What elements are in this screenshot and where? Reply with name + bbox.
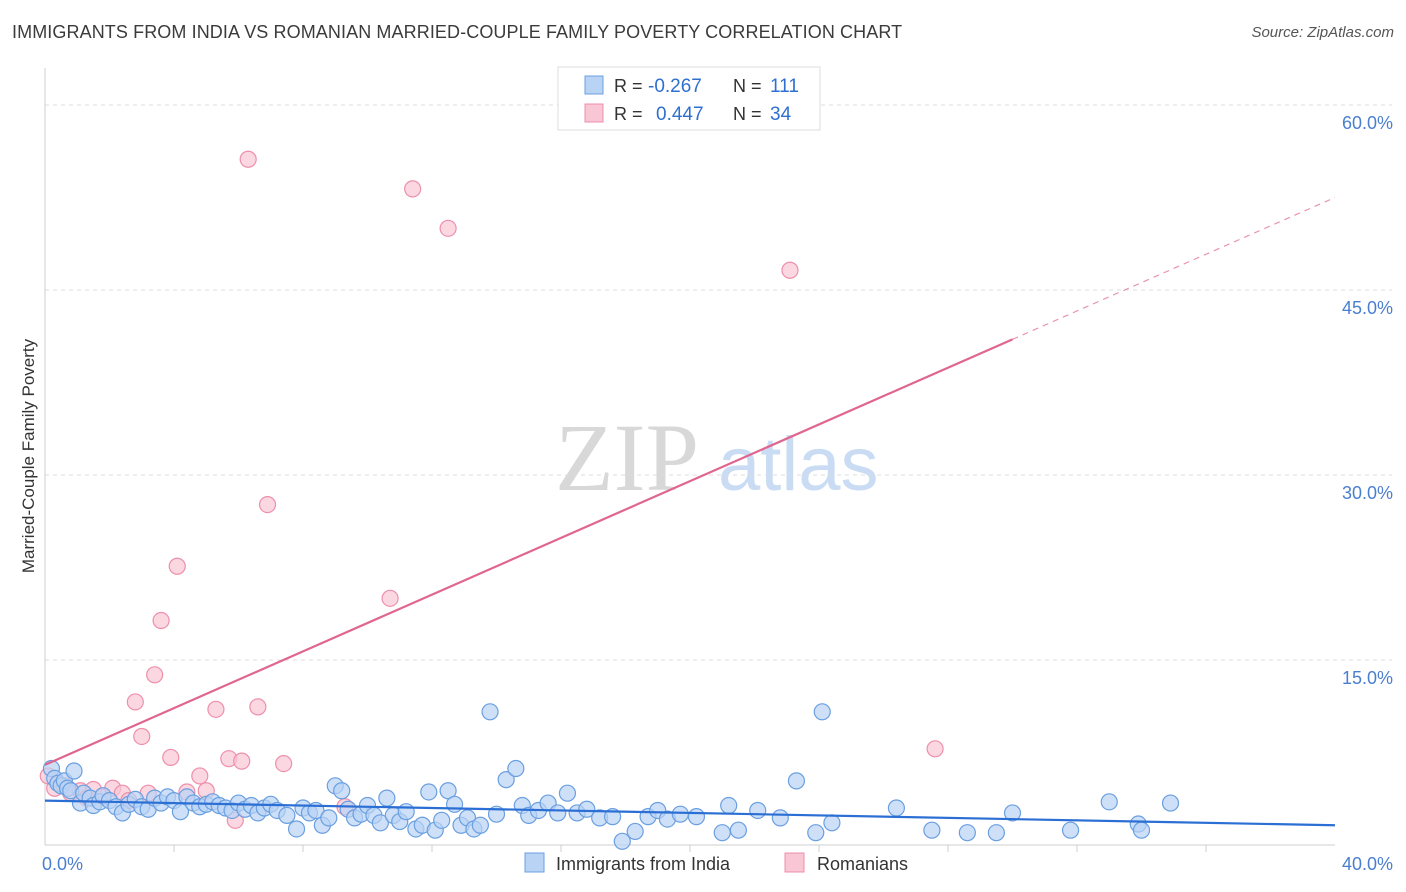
india-point xyxy=(578,800,596,818)
romanian-point xyxy=(239,150,257,168)
india-point xyxy=(65,762,83,780)
india-point xyxy=(823,814,841,832)
romanian-point xyxy=(233,752,251,770)
romanian-point xyxy=(162,748,180,767)
stats-n-value-romanians: 34 xyxy=(770,104,792,125)
romanian-point xyxy=(258,496,277,514)
chart-title: IMMIGRANTS FROM INDIA VS ROMANIAN MARRIE… xyxy=(12,22,903,42)
india-point xyxy=(549,804,567,822)
x-tick-label: 0.0% xyxy=(42,854,83,874)
india-point xyxy=(397,803,415,821)
india-point xyxy=(378,789,396,807)
india-point xyxy=(1161,794,1180,812)
romanian-point xyxy=(207,700,225,718)
stats-swatch-india xyxy=(584,75,604,95)
romanian-point xyxy=(126,693,144,711)
india-point xyxy=(958,824,976,842)
india-point xyxy=(1132,821,1151,839)
romanian-point xyxy=(249,698,267,716)
romanian-point xyxy=(133,727,151,746)
india-point xyxy=(445,795,464,813)
romanian-trend-line xyxy=(44,338,1013,766)
trend-lines xyxy=(44,196,1336,827)
y-tick-label: 60.0% xyxy=(1342,113,1393,133)
y-tick-labels: 15.0% 30.0% 45.0% 60.0% xyxy=(1342,113,1393,688)
india-point xyxy=(720,796,738,815)
india-point xyxy=(807,824,825,842)
y-tick-label: 15.0% xyxy=(1342,668,1393,688)
y-tick-label: 45.0% xyxy=(1342,298,1393,318)
stats-swatch-romanians xyxy=(584,103,604,123)
stats-legend: R = -0.267 N = 111 R = 0.447 N = 34 xyxy=(557,66,821,131)
india-point xyxy=(671,805,689,823)
india-point xyxy=(420,783,438,801)
india-point xyxy=(713,824,731,842)
india-point xyxy=(320,809,338,827)
india-point xyxy=(687,808,706,826)
x-tick-label: 40.0% xyxy=(1342,854,1393,874)
india-point xyxy=(278,806,296,825)
romanian-trend-extension xyxy=(1012,196,1336,340)
romanian-point xyxy=(152,611,170,630)
stats-r-label-india: R = xyxy=(614,76,643,96)
romanian-point xyxy=(781,261,799,279)
india-point xyxy=(507,759,525,778)
legend-swatch-india xyxy=(524,852,545,873)
india-point xyxy=(613,832,631,850)
india-point xyxy=(333,782,351,800)
india-trend-line xyxy=(44,799,1336,827)
india-point xyxy=(1003,804,1022,822)
india-point xyxy=(813,703,831,721)
india-point xyxy=(558,784,577,802)
romanian-point xyxy=(168,557,186,575)
stats-n-label-india: N = xyxy=(733,76,762,96)
grid xyxy=(45,104,1392,661)
legend-swatch-romanians xyxy=(784,852,805,873)
romanian-point xyxy=(439,219,457,237)
legend-label-romanians: Romanians xyxy=(817,854,908,874)
india-point xyxy=(729,821,747,839)
stats-n-value-india: 111 xyxy=(770,76,799,97)
india-point xyxy=(887,799,906,817)
india-point xyxy=(987,824,1005,842)
romanian-point xyxy=(146,666,164,684)
romanian-point xyxy=(926,740,944,758)
india-point xyxy=(787,772,806,790)
stats-n-label-romanians: N = xyxy=(733,104,762,124)
romanian-point xyxy=(275,754,293,773)
romanian-point xyxy=(381,589,399,607)
india-point xyxy=(497,771,515,789)
legend-label-india: Immigrants from India xyxy=(556,854,731,874)
x-tick-labels: 0.0% 40.0% xyxy=(42,854,1393,874)
india-point xyxy=(771,809,789,827)
y-axis-label: Married-Couple Family Poverty xyxy=(19,338,38,573)
india-point xyxy=(287,820,306,838)
watermark-zip: ZIP xyxy=(555,404,699,511)
x-minor-ticks xyxy=(173,845,1207,852)
india-point xyxy=(923,821,941,839)
india-point xyxy=(371,814,389,832)
watermark-atlas: atlas xyxy=(718,422,879,507)
romanian-point xyxy=(191,767,209,785)
india-points xyxy=(42,703,1180,850)
india-point xyxy=(749,801,767,820)
romanian-point xyxy=(404,180,422,198)
india-point xyxy=(433,811,451,829)
stats-r-value-romanians: 0.447 xyxy=(656,104,704,125)
source-credit: Source: ZipAtlas.com xyxy=(1251,24,1394,41)
stats-r-value-india: -0.267 xyxy=(648,76,702,97)
y-tick-label: 30.0% xyxy=(1342,483,1393,503)
india-point xyxy=(471,816,489,834)
india-point xyxy=(1061,821,1080,839)
stats-r-label-romanians: R = xyxy=(614,104,643,124)
india-point xyxy=(626,822,644,841)
series-legend: Immigrants from India Romanians xyxy=(524,852,908,874)
india-point xyxy=(481,703,499,721)
india-point xyxy=(1100,793,1118,811)
india-point xyxy=(603,808,622,826)
